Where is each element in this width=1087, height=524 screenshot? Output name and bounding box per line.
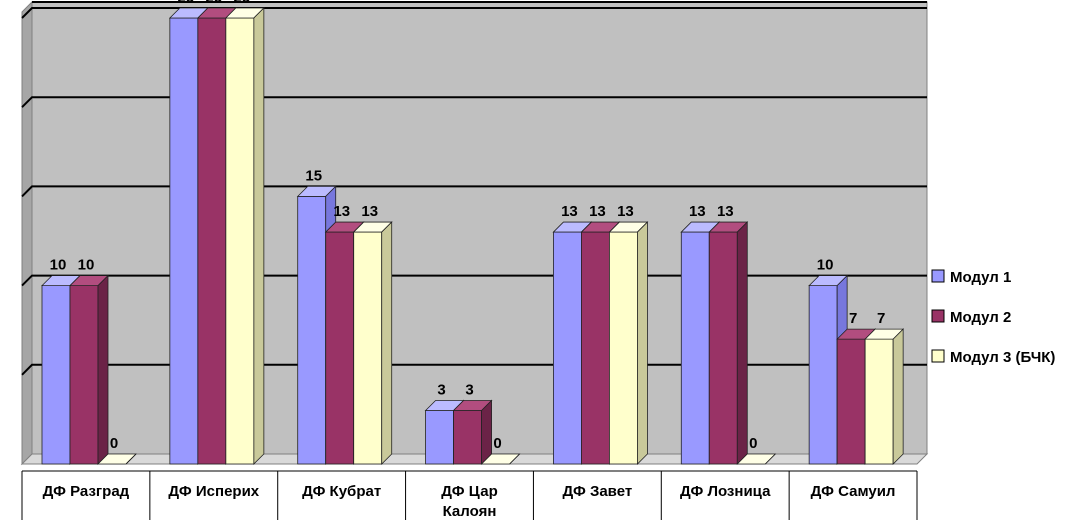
data-label: 3 [465,381,473,398]
bar [41,285,71,465]
gridline [21,96,927,108]
gridline [21,185,927,198]
bar-side [253,7,265,465]
bar [353,231,383,465]
bar-side [125,453,137,465]
bar [225,17,255,465]
category-label: ДФ Кубрат [302,483,381,500]
category-label: ДФ Цар [441,483,497,500]
legend-swatch [931,269,945,283]
legend-label: Модул 1 [950,269,1011,286]
data-label: 7 [877,310,885,327]
data-label: 25 [206,0,223,6]
bar-side [97,274,109,465]
bar [325,231,355,465]
data-label: 13 [717,203,734,220]
category-label: ДФ Лозница [680,483,771,500]
bar [197,17,227,465]
bar [836,338,866,465]
category-label: Калоян [443,503,497,520]
legend-label: Модул 3 (БЧК) [950,349,1055,366]
bar [680,231,710,465]
category-label: ДФ Завет [562,483,632,500]
data-label: 7 [849,310,857,327]
back-wall [31,1,928,455]
bar [453,410,482,465]
legend-swatch [931,309,945,323]
category-label: ДФ Разград [43,483,130,500]
data-label: 0 [110,435,118,452]
bar [169,17,199,465]
category-label: ДФ Исперих [168,483,259,500]
data-label: 13 [589,203,606,220]
data-label: 25 [178,0,195,6]
data-label: 3 [437,381,445,398]
data-label: 13 [333,203,350,220]
bar [864,338,894,465]
bar [553,231,582,465]
bar [708,231,738,465]
bar-side [892,328,904,465]
bar-side [637,221,648,465]
bar-side [481,399,492,465]
bar [69,285,99,465]
data-label: 13 [617,203,634,220]
category-label: ДФ Самуил [811,483,896,500]
data-label: 0 [749,435,757,452]
legend-label: Модул 2 [950,309,1011,326]
data-label: 0 [493,435,501,452]
bar [581,231,610,465]
gridline [21,7,927,19]
side-wall [21,0,33,466]
data-label: 13 [689,203,706,220]
bar [609,231,638,465]
bar-side [765,453,776,465]
data-label: 10 [817,257,834,274]
data-label: 25 [234,0,251,6]
bar-side [736,221,748,465]
bar [297,195,327,465]
bar-side [381,221,393,465]
data-label: 15 [305,167,322,184]
bar [808,285,838,465]
bar-side [509,453,520,465]
bar [425,410,454,465]
data-label: 10 [78,257,95,274]
data-label: 13 [361,203,378,220]
data-label: 10 [50,257,67,274]
legend-swatch [931,349,945,363]
data-label: 13 [561,203,578,220]
